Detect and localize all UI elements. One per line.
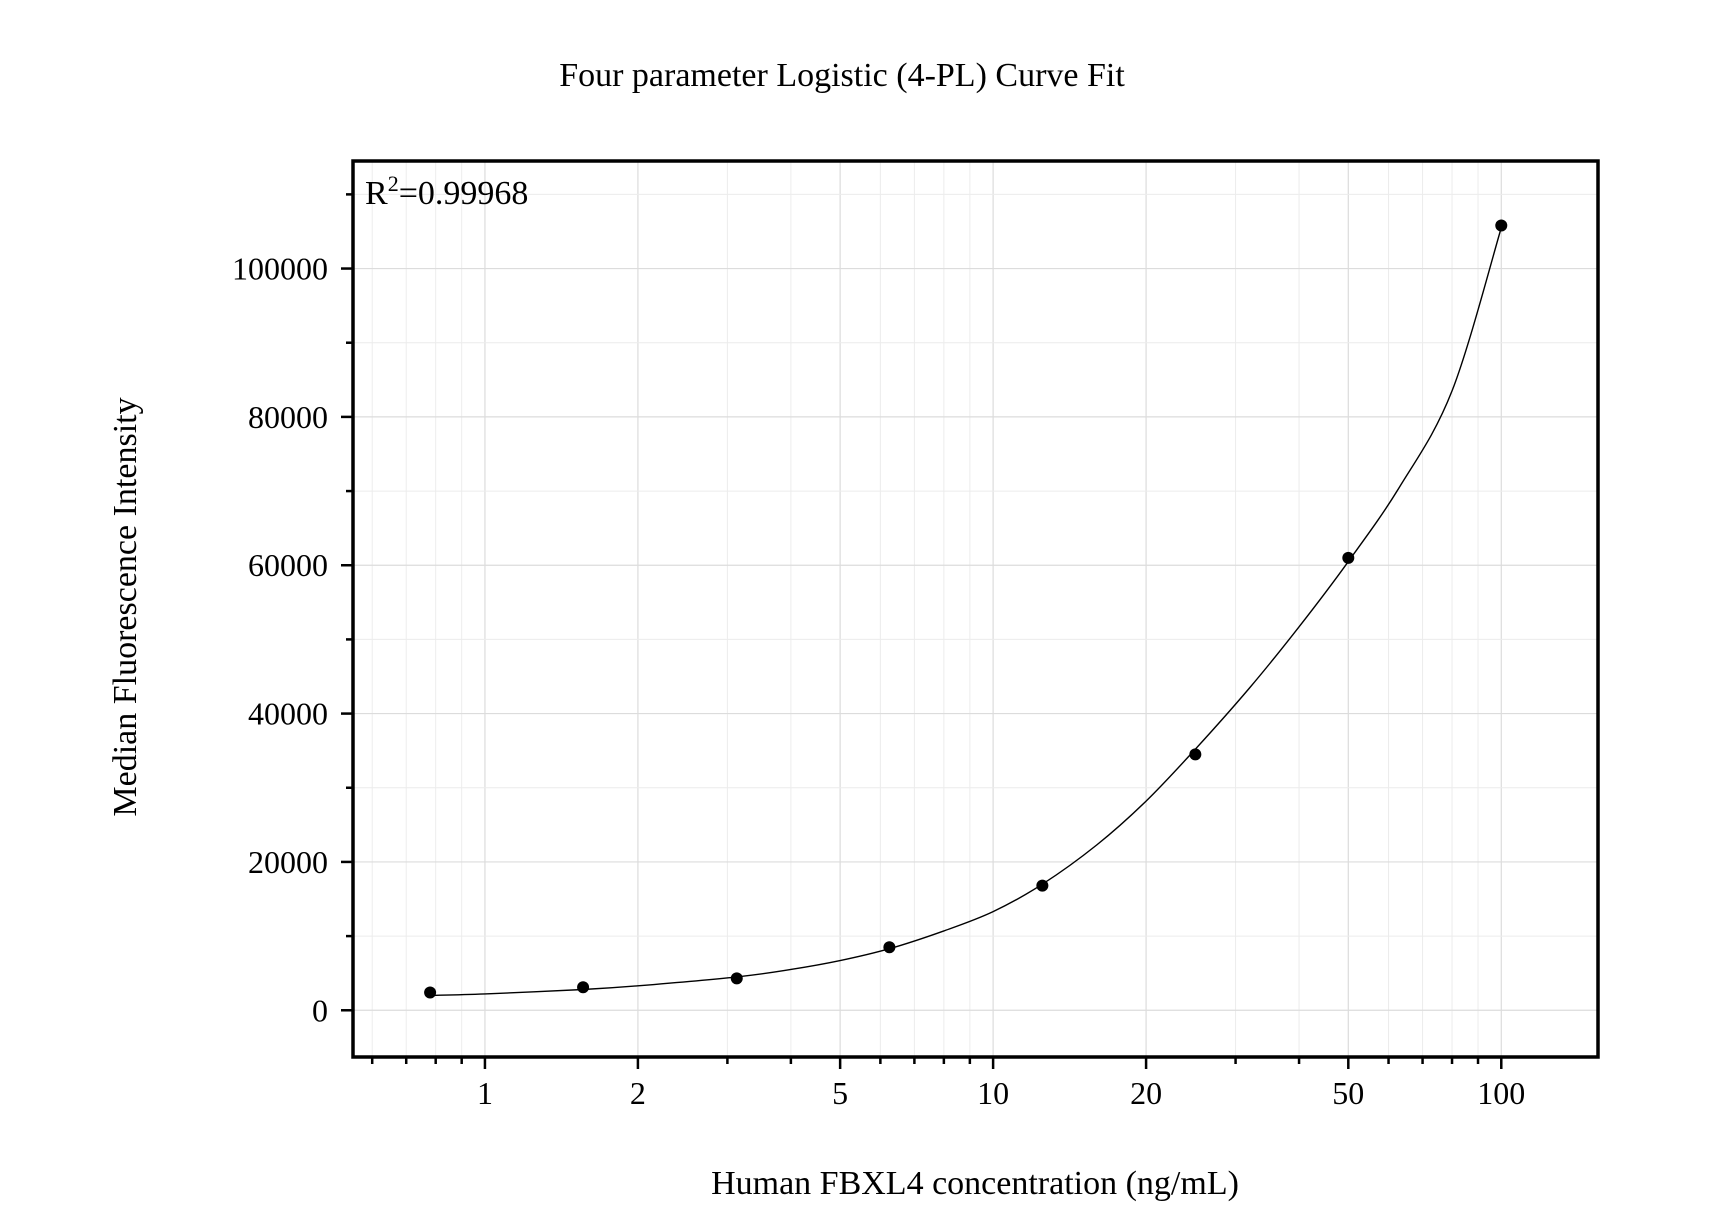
y-tick-label: 0 [312,992,328,1028]
x-tick-label: 10 [977,1075,1009,1111]
x-tick-label: 20 [1130,1075,1162,1111]
data-point [730,972,743,985]
y-axis-label: Median Fluorescence Intensity [107,397,144,816]
y-tick-label: 80000 [248,399,328,435]
r-squared-superscript: 2 [388,171,399,196]
data-point [577,981,590,994]
x-tick-label: 2 [630,1075,646,1111]
y-tick-label: 40000 [248,696,328,732]
x-tick-label: 1 [477,1075,493,1111]
x-tick-label: 100 [1477,1075,1525,1111]
data-point [1342,551,1355,564]
y-tick-label: 60000 [248,547,328,583]
fit-curve-line [430,227,1502,997]
y-tick-label: 100000 [232,251,328,287]
x-tick-labels: 1 2 5 10 20 50 100 [477,1075,1525,1111]
axis-ticks [341,193,1503,1069]
plot-frame [351,159,1600,1059]
r-squared-annotation: R2=0.99968 [365,171,528,212]
data-point [1495,219,1508,232]
data-point [883,941,896,954]
data-point [1189,748,1202,761]
chart-title: Four parameter Logistic (4-PL) Curve Fit [559,57,1125,94]
y-tick-label: 20000 [248,844,328,880]
data-point [424,986,437,999]
grid-lines [353,161,1598,1057]
data-point [1036,879,1049,892]
x-tick-label: 50 [1332,1075,1364,1111]
r-squared-value: =0.99968 [399,175,529,212]
x-tick-label: 5 [832,1075,848,1111]
data-points [424,219,1508,999]
y-tick-labels: 0 20000 40000 60000 80000 100000 [232,251,328,1029]
x-axis-label: Human FBXL4 concentration (ng/mL) [711,1165,1239,1202]
r-squared-base: R [365,175,388,212]
